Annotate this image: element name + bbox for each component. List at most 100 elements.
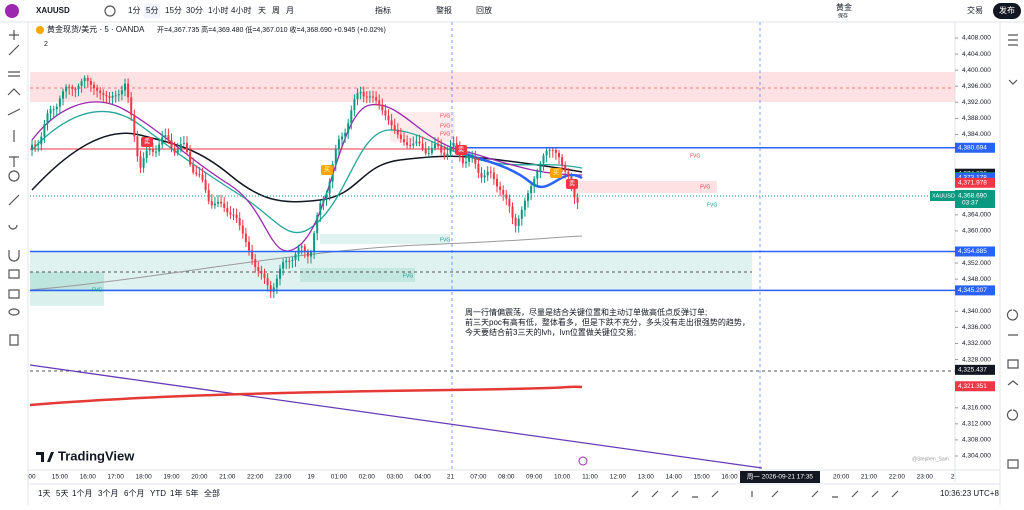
publish[interactable]: 发布 — [999, 5, 1015, 15]
time-label: 15:00 — [693, 474, 710, 481]
symbol[interactable]: XAUUSD — [36, 6, 70, 15]
ma-grey — [29, 235, 583, 291]
candle-body — [99, 90, 102, 93]
candle-body — [313, 233, 316, 252]
candle-body — [62, 91, 64, 99]
candle-body — [139, 156, 142, 168]
candle-body — [223, 203, 226, 209]
price-tag — [955, 381, 995, 392]
candle-body — [291, 259, 294, 261]
interval[interactable]: 1小时 — [208, 5, 228, 15]
candle-body — [232, 214, 235, 216]
candle-body — [347, 123, 350, 133]
publish-button[interactable] — [993, 3, 1021, 19]
candle-body — [108, 96, 111, 98]
left-toolbar — [7, 22, 29, 505]
candle-body — [378, 100, 381, 105]
signal-box — [566, 179, 578, 189]
price-label: 4,328.000 — [962, 356, 991, 363]
candle-body — [186, 142, 188, 152]
event-icon[interactable] — [578, 456, 588, 466]
candle-body — [427, 153, 430, 155]
time-label: 15:00 — [52, 474, 69, 481]
time-label: 11:00 — [582, 474, 598, 481]
candle-body — [58, 98, 61, 107]
price-tag-label: 4,345.207 — [958, 287, 987, 294]
logo — [36, 452, 54, 462]
candle-body — [257, 267, 260, 271]
candle-body — [300, 246, 303, 248]
price-label: 4,388.000 — [962, 115, 991, 122]
signal: 买 — [553, 169, 559, 177]
price-label: 4,364.000 — [962, 212, 991, 219]
price-label: 4,352.000 — [962, 260, 991, 267]
alert[interactable]: 警报 — [436, 5, 452, 15]
interval[interactable]: 5分 — [146, 6, 158, 15]
time-label: 07:00 — [470, 474, 487, 481]
avatar[interactable] — [5, 4, 19, 18]
price-tag-label: 4,371.978 — [958, 179, 987, 186]
candle-body — [530, 186, 533, 194]
candle-body — [548, 149, 551, 151]
candle-body — [412, 143, 415, 146]
range[interactable]: 1年 — [170, 488, 182, 498]
candle-body — [43, 123, 46, 137]
drawing-shortcuts[interactable] — [631, 490, 899, 498]
time-label: 13:00 — [638, 474, 655, 481]
candle-body — [111, 96, 114, 98]
candle-body — [319, 203, 322, 215]
interval[interactable]: 1分 — [128, 6, 140, 15]
candle-body — [142, 158, 145, 168]
price-label: 4,312.000 — [962, 421, 991, 428]
candle-body — [31, 144, 33, 150]
range[interactable]: 3个月 — [98, 489, 118, 498]
crosshair-time: 周一 2026-09-21 17:35 — [747, 473, 814, 481]
fvg-zone — [320, 234, 450, 244]
candle-body — [213, 203, 216, 206]
candle-body — [325, 193, 328, 199]
author: @Stephen_Sam — [912, 456, 949, 462]
candle-body — [465, 161, 467, 164]
ma-black — [31, 132, 583, 203]
interval[interactable]: 月 — [286, 6, 294, 15]
legend-count[interactable]: 2 — [44, 41, 48, 48]
range[interactable]: 1天 — [38, 489, 50, 498]
candle-body — [89, 80, 92, 85]
interval[interactable]: 30分 — [186, 6, 203, 15]
interval[interactable]: 周 — [272, 6, 280, 15]
trade[interactable]: 交易 — [967, 5, 983, 15]
account[interactable]: 黄金 — [836, 2, 852, 12]
fvg-label: FVG — [440, 113, 450, 119]
candle-body — [461, 157, 464, 164]
time-label: 03:00 — [387, 474, 404, 481]
interval[interactable]: 天 — [258, 6, 266, 15]
save[interactable]: 保存 — [838, 12, 848, 19]
top-bar — [0, 0, 1024, 22]
indicators[interactable]: 指标 — [375, 5, 391, 15]
range[interactable]: YTD — [150, 489, 166, 498]
candle-body — [561, 157, 564, 166]
price-label: 4,400.000 — [962, 67, 991, 74]
time-label: 00 — [28, 474, 36, 481]
candle-body — [558, 152, 560, 158]
candle-body — [244, 233, 247, 242]
range[interactable]: 1个月 — [72, 489, 92, 498]
range[interactable]: 全部 — [204, 488, 220, 498]
candle-body — [93, 84, 95, 89]
interval[interactable]: 4小时 — [231, 5, 251, 15]
price-label: 4,396.000 — [962, 83, 991, 90]
time-label: 01:00 — [331, 474, 348, 481]
add-icon[interactable] — [104, 5, 116, 17]
candle-body — [37, 144, 40, 146]
range[interactable]: 5年 — [186, 488, 198, 498]
candle-body — [260, 270, 263, 274]
candle-body — [449, 146, 452, 154]
candle-body — [229, 212, 232, 215]
time-label: 09:00 — [526, 474, 543, 481]
range[interactable]: 6个月 — [124, 489, 144, 498]
replay[interactable]: 回放 — [476, 5, 492, 15]
interval[interactable]: 15分 — [165, 6, 182, 15]
range[interactable]: 5天 — [56, 489, 68, 498]
candle-body — [155, 151, 157, 153]
candle-body — [545, 150, 548, 156]
